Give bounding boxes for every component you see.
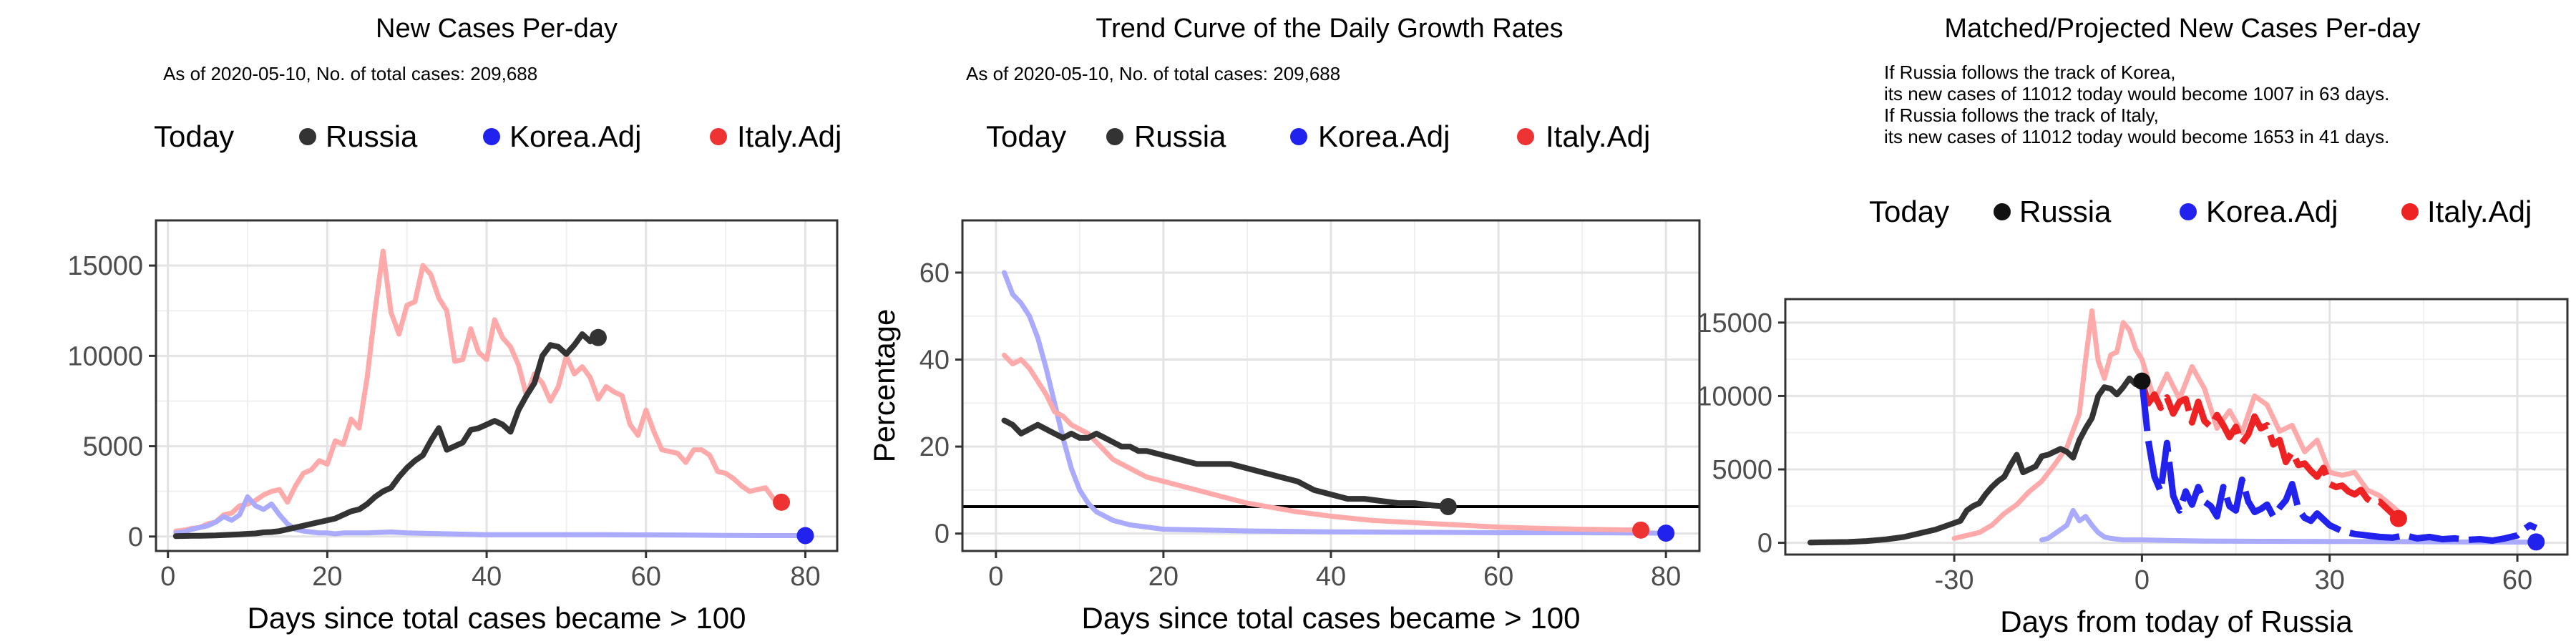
- y-tick-label: 0: [935, 519, 950, 550]
- chart-title: Matched/Projected New Cases Per-day: [1944, 14, 2420, 44]
- x-axis-title: Days from today of Russia: [2000, 605, 2353, 638]
- chart-panel-1: New Cases Per-day As of 2020-05-10, No. o…: [67, 14, 841, 635]
- x-tick-label: 20: [312, 562, 342, 592]
- series-line-korea-adj-projected: [2138, 381, 2538, 544]
- y-tick-label: 10000: [67, 341, 143, 371]
- chart-panel-2: Trend Curve of the Daily Growth Rates As …: [867, 14, 1701, 635]
- x-tick-label: 60: [1483, 562, 1513, 592]
- y-tick-label: 0: [1757, 529, 1772, 559]
- x-tick-label: 40: [1316, 562, 1346, 592]
- chart-subtitle-line: its new cases of 11012 today would becom…: [1884, 126, 2389, 147]
- legend-key-italy-adj: [1517, 128, 1534, 145]
- series-line-italy-adj: [1002, 352, 1644, 533]
- legend-title: Today: [986, 119, 1066, 153]
- panel-border: [155, 219, 839, 552]
- chart-subtitle-line: As of 2020-05-10, No. of total cases: 20…: [163, 63, 537, 84]
- grid: [156, 220, 837, 551]
- today-marker-italy-adj: [773, 493, 791, 511]
- x-tick-label: 0: [988, 562, 1003, 592]
- x-tick-label: 80: [790, 562, 820, 592]
- chart-title: Trend Curve of the Daily Growth Rates: [1096, 14, 1563, 44]
- y-tick-label: 40: [919, 346, 950, 376]
- chart-subtitle-line: If Russia follows the track of Italy,: [1884, 104, 2159, 126]
- legend-key-russia: [1994, 203, 2011, 220]
- legend-key-italy-adj: [710, 128, 727, 145]
- legend-key-italy-adj: [2401, 203, 2419, 220]
- x-tick-label: 60: [2502, 565, 2532, 595]
- legend-key-korea-adj: [483, 128, 500, 145]
- legend-key-korea-adj: [2180, 203, 2197, 220]
- plot-area: [1785, 299, 2567, 555]
- y-tick-label: 15000: [67, 251, 143, 281]
- legend-label: Russia: [1134, 119, 1226, 153]
- today-marker-italy-adj: [2389, 509, 2407, 527]
- series-line-italy-adj: [173, 248, 784, 534]
- x-tick-label: 20: [1148, 562, 1179, 592]
- legend-label: Korea.Adj: [1318, 119, 1450, 153]
- today-marker-korea-adj: [2527, 533, 2545, 551]
- today-marker-russia: [589, 328, 607, 346]
- x-axis-title: Days since total cases became > 100: [248, 601, 746, 635]
- x-tick-label: 0: [2135, 565, 2150, 595]
- x-tick-label: -30: [1935, 565, 1974, 595]
- chart-title: New Cases Per-day: [376, 14, 618, 44]
- x-tick-label: 0: [160, 562, 175, 592]
- plot-area: [156, 220, 837, 551]
- series-line-russia: [1807, 375, 2145, 546]
- series-line-korea-adj: [173, 494, 808, 538]
- series-line-italy-adj-projected: [2139, 380, 2401, 522]
- today-marker-russia: [2133, 372, 2151, 390]
- legend-label: Italy.Adj: [1546, 119, 1650, 153]
- legend-label: Italy.Adj: [737, 119, 841, 153]
- today-marker-korea-adj: [1657, 525, 1675, 542]
- legend-title: Today: [154, 119, 234, 153]
- legend-label: Korea.Adj: [509, 119, 641, 153]
- legend-label: Italy.Adj: [2427, 195, 2532, 228]
- legend-key-korea-adj: [1290, 128, 1307, 145]
- chart-subtitle-line: As of 2020-05-10, No. of total cases: 20…: [966, 63, 1340, 84]
- legend-key-russia: [299, 128, 316, 145]
- series-line-korea-adj: [1002, 270, 1669, 536]
- series-line-russia: [172, 331, 601, 540]
- series-line-russia: [1001, 417, 1451, 509]
- legend-label: Korea.Adj: [2206, 195, 2338, 228]
- today-marker-russia: [1439, 497, 1457, 515]
- y-tick-label: 60: [919, 258, 950, 288]
- y-axis-title: Percentage: [867, 309, 901, 463]
- grid: [962, 220, 1699, 551]
- x-tick-label: 30: [2315, 565, 2345, 595]
- legend-title: Today: [1869, 195, 1949, 228]
- x-tick-label: 40: [472, 562, 502, 592]
- x-tick-label: 60: [631, 562, 661, 592]
- chart-subtitle-line: its new cases of 11012 today would becom…: [1884, 83, 2389, 104]
- chart-subtitle-line: If Russia follows the track of Korea,: [1884, 62, 2176, 83]
- x-tick-label: 80: [1651, 562, 1681, 592]
- y-tick-label: 20: [919, 432, 950, 462]
- y-tick-label: 5000: [82, 432, 143, 462]
- legend-label: Russia: [326, 119, 418, 153]
- legend-key-russia: [1106, 128, 1123, 145]
- today-marker-korea-adj: [796, 527, 814, 545]
- x-axis-title: Days since total cases became > 100: [1082, 601, 1581, 635]
- y-tick-label: 10000: [1697, 381, 1772, 411]
- legend-label: Russia: [2019, 195, 2112, 228]
- chart-panel-3: Matched/Projected New Cases Per-day If Ru…: [1697, 14, 2569, 638]
- y-tick-label: 15000: [1697, 308, 1772, 338]
- series-line-korea-adj: [2039, 507, 2539, 545]
- y-tick-label: 0: [128, 522, 143, 552]
- y-tick-label: 5000: [1712, 455, 1772, 485]
- today-marker-italy-adj: [1632, 521, 1650, 539]
- panel-border: [1784, 298, 2569, 556]
